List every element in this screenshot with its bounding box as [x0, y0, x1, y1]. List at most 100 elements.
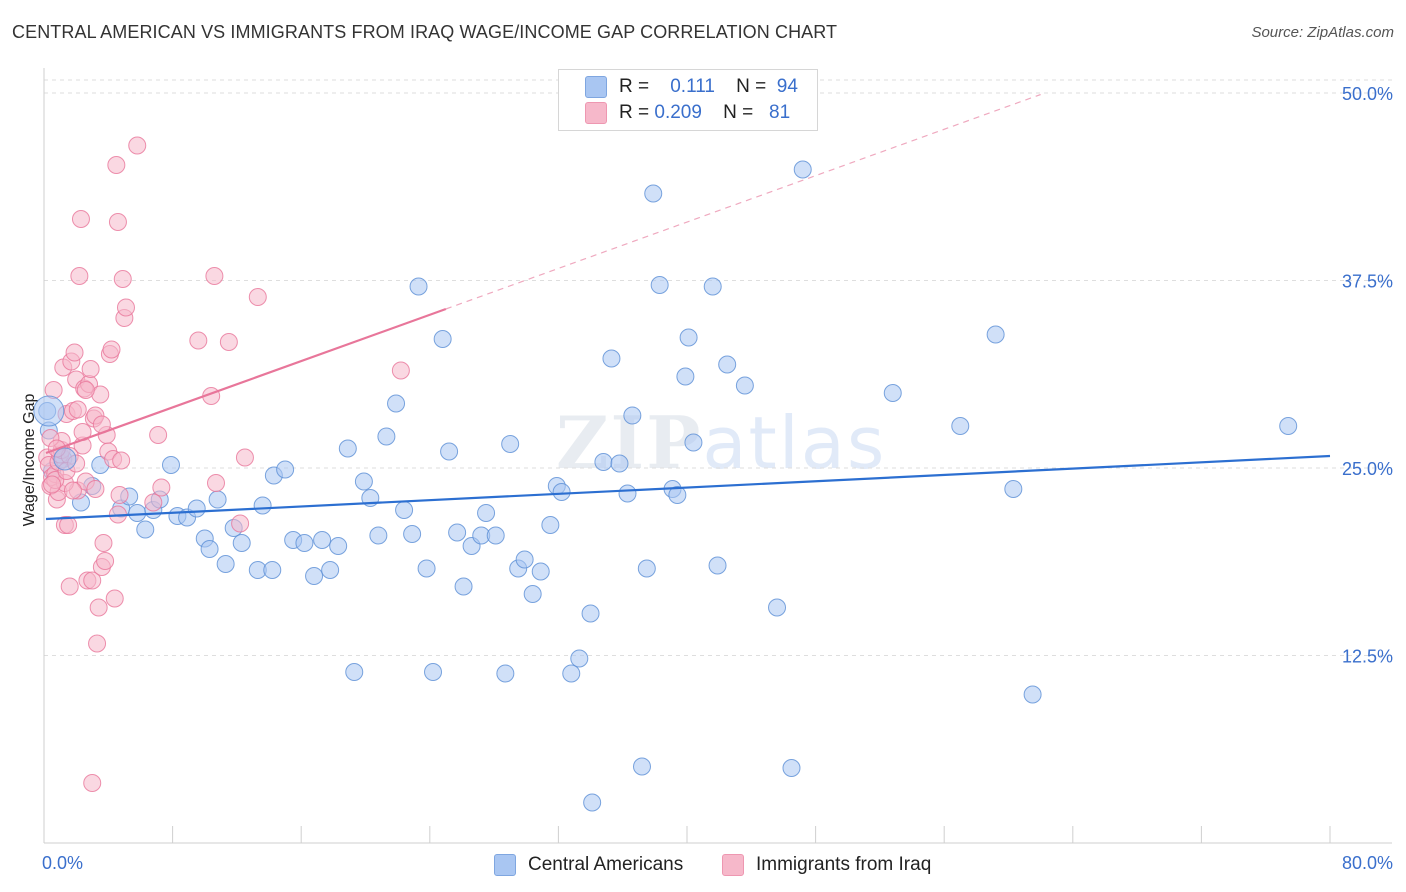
legend-r-label: R = — [619, 102, 650, 123]
point-immigrants-iraq — [144, 493, 163, 512]
point-central-americans — [501, 435, 520, 453]
point-central-americans — [684, 433, 703, 452]
point-central-americans — [581, 604, 600, 623]
chart-title: CENTRAL AMERICAN VS IMMIGRANTS FROM IRAQ… — [12, 22, 838, 42]
point-central-americans — [1023, 685, 1042, 704]
point-central-americans — [305, 567, 324, 585]
point-central-americans — [128, 504, 147, 522]
point-immigrants-iraq — [83, 571, 102, 590]
point-central-americans — [161, 456, 180, 474]
point-central-americans — [782, 759, 801, 777]
point-central-americans — [515, 550, 534, 569]
point-immigrants-iraq — [108, 213, 127, 231]
point-central-americans — [523, 585, 542, 603]
point-central-americans — [668, 486, 687, 504]
point-immigrants-iraq — [116, 298, 135, 317]
point-central-americans — [602, 349, 621, 368]
x-tick-label-left: 0.0% — [42, 853, 83, 873]
legend-label-central-americans: Central Americans — [528, 854, 684, 875]
point-central-americans — [208, 490, 227, 509]
point-central-americans — [187, 499, 206, 518]
legend-swatch-pink — [722, 854, 744, 876]
legend-n-value: 81 — [769, 102, 791, 123]
point-immigrants-iraq — [68, 400, 87, 419]
legend-n-label: N = — [723, 102, 754, 123]
point-central-americans — [531, 562, 550, 581]
point-central-americans — [496, 664, 515, 683]
legend-item-immigrants-iraq[interactable]: Immigrants from Iraq — [722, 854, 931, 876]
point-central-americans — [433, 330, 452, 348]
point-central-americans — [313, 531, 332, 549]
legend-swatch-blue — [585, 76, 607, 98]
point-central-americans — [1004, 480, 1023, 498]
point-central-americans — [338, 439, 357, 458]
point-immigrants-iraq — [231, 514, 250, 533]
point-central-americans — [403, 525, 422, 543]
point-immigrants-iraq — [89, 598, 108, 617]
point-immigrants-iraq — [94, 534, 113, 552]
point-central-americans — [570, 649, 589, 668]
legend-item-central-americans[interactable]: Central Americans — [494, 854, 683, 876]
point-immigrants-iraq — [189, 331, 208, 350]
point-immigrants-iraq — [110, 486, 129, 504]
point-central-americans-large — [33, 395, 65, 427]
point-immigrants-iraq — [235, 448, 254, 467]
point-immigrants-iraq — [63, 481, 82, 500]
point-central-americans — [703, 277, 722, 296]
point-central-americans — [377, 427, 396, 446]
point-immigrants-iraq — [391, 361, 410, 380]
point-central-americans — [417, 559, 436, 578]
point-immigrants-iraq — [248, 288, 267, 306]
legend-n-label: N = — [736, 76, 767, 97]
point-immigrants-iraq — [81, 360, 100, 378]
legend-r-label: R = — [619, 76, 650, 97]
point-central-americans — [1279, 417, 1298, 435]
point-central-americans — [986, 325, 1005, 344]
point-central-americans — [369, 526, 388, 545]
point-central-americans — [395, 501, 414, 519]
point-central-americans — [345, 663, 364, 681]
point-central-americans — [263, 561, 282, 579]
bottom-legend: Central Americans Immigrants from Iraq — [0, 852, 1406, 878]
point-central-americans-large — [53, 447, 77, 471]
point-immigrants-iraq — [96, 552, 115, 570]
point-central-americans — [676, 367, 695, 386]
point-central-americans — [486, 526, 505, 545]
point-central-americans — [200, 540, 219, 558]
point-central-americans — [883, 384, 902, 402]
point-immigrants-iraq — [83, 774, 102, 792]
point-immigrants-iraq — [207, 474, 226, 492]
point-central-americans — [951, 417, 970, 435]
point-central-americans — [644, 184, 663, 203]
point-central-americans — [253, 496, 272, 515]
point-central-americans — [679, 328, 698, 347]
point-central-americans — [708, 556, 727, 575]
point-central-americans — [618, 484, 637, 503]
y-tick-label: 25.0% — [1342, 459, 1393, 479]
trendline-central-americans — [45, 454, 1331, 521]
point-central-americans — [650, 276, 669, 294]
point-central-americans — [583, 793, 602, 812]
point-immigrants-iraq — [65, 343, 84, 362]
point-central-americans — [232, 534, 251, 552]
legend-r-value: 0.111 — [670, 76, 715, 97]
legend-swatch-pink — [585, 102, 607, 124]
x-tick-label-right: 80.0% — [1342, 853, 1393, 873]
point-immigrants-iraq — [70, 267, 89, 285]
point-central-americans — [610, 454, 629, 473]
point-central-americans — [632, 757, 651, 776]
point-central-americans — [718, 355, 737, 374]
y-tick-label: 37.5% — [1342, 272, 1393, 292]
y-tick-label: 50.0% — [1342, 84, 1393, 104]
point-central-americans — [409, 277, 428, 296]
point-central-americans — [541, 516, 560, 534]
trendline-immigrants-iraq — [45, 307, 447, 455]
point-immigrants-iraq — [128, 136, 147, 155]
point-central-americans — [295, 534, 314, 552]
point-immigrants-iraq — [219, 333, 238, 351]
point-central-americans — [329, 537, 348, 555]
y-tick-label: 12.5% — [1342, 647, 1393, 667]
point-central-americans — [637, 559, 656, 578]
point-immigrants-iraq — [88, 634, 107, 653]
point-central-americans — [440, 442, 459, 461]
